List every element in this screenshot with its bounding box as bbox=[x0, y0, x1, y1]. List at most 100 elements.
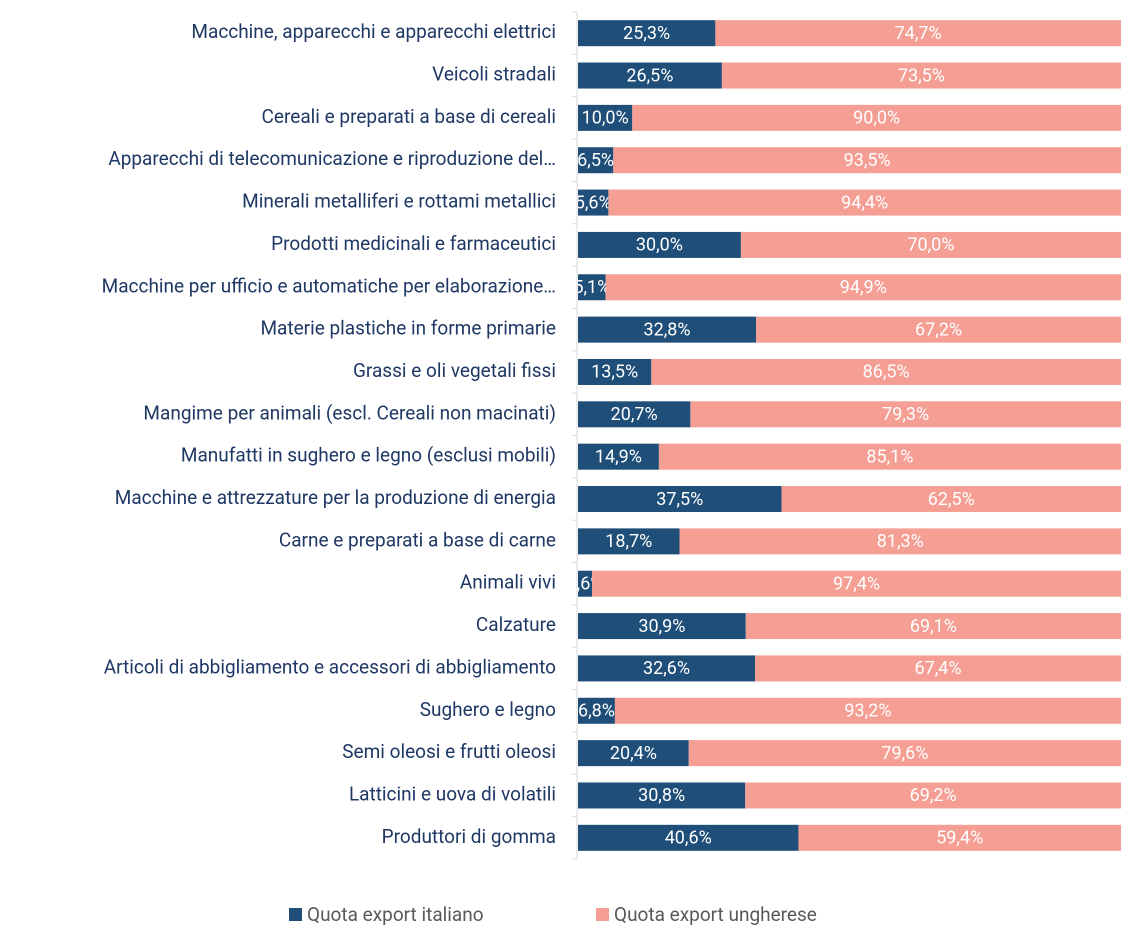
category-label: Apparecchi di telecomunicazione e riprod… bbox=[108, 147, 556, 170]
value-label: 6,5% bbox=[577, 150, 614, 171]
value-label: 32,6% bbox=[643, 658, 690, 679]
bar-segment bbox=[632, 104, 1121, 131]
bar-segment bbox=[578, 189, 609, 216]
value-label: 70,0% bbox=[907, 235, 954, 256]
bar-segment bbox=[798, 824, 1121, 851]
bar-segment bbox=[781, 486, 1121, 513]
bar-segment bbox=[756, 316, 1121, 343]
value-label: 40,6% bbox=[665, 828, 712, 849]
value-label: 37,5% bbox=[656, 489, 703, 510]
bar-segment bbox=[578, 528, 680, 555]
category-label: Materie plastiche in forme primarie bbox=[260, 317, 556, 340]
bar-segment bbox=[578, 401, 691, 428]
legend-swatch bbox=[596, 908, 609, 921]
bar-segment bbox=[614, 697, 1121, 724]
legend-swatch bbox=[289, 908, 302, 921]
value-label: 67,2% bbox=[915, 319, 962, 340]
bar-segment bbox=[578, 443, 659, 470]
category-label: Carne e preparati a base di carne bbox=[279, 528, 556, 551]
category-label: Minerali metalliferi e rottami metallici bbox=[242, 190, 556, 213]
value-label: 85,1% bbox=[866, 446, 913, 467]
bar-segment bbox=[755, 655, 1121, 682]
value-label: 97,4% bbox=[833, 573, 880, 594]
bar-segment bbox=[608, 189, 1121, 216]
bar-segment bbox=[688, 740, 1121, 767]
value-label: 73,5% bbox=[898, 65, 945, 86]
value-label: 30,0% bbox=[636, 235, 683, 256]
bar-segment bbox=[578, 570, 593, 597]
bar-segment bbox=[679, 528, 1121, 555]
category-label: Macchine per ufficio e automatiche per e… bbox=[102, 274, 556, 297]
category-label: Semi oleosi e frutti oleosi bbox=[342, 740, 556, 763]
value-label: 94,9% bbox=[840, 277, 887, 298]
value-label: 67,4% bbox=[914, 658, 961, 679]
bar-segment bbox=[740, 231, 1121, 258]
bar-segment bbox=[690, 401, 1121, 428]
category-label: Prodotti medicinali e farmaceutici bbox=[271, 232, 556, 255]
value-label: 20,4% bbox=[610, 743, 657, 764]
bar-segment bbox=[578, 274, 606, 301]
bar-segment bbox=[578, 231, 741, 258]
value-label: 30,9% bbox=[638, 616, 685, 637]
bar-segment bbox=[613, 147, 1121, 174]
bar-segment bbox=[658, 443, 1121, 470]
bar-segment bbox=[578, 20, 716, 47]
bar-segment bbox=[578, 486, 782, 513]
category-label: Produttori di gomma bbox=[382, 825, 556, 848]
legend-label: Quota export ungherese bbox=[614, 903, 817, 926]
bar-segment bbox=[592, 570, 1121, 597]
category-label: Mangime per animali (escl. Cereali non m… bbox=[143, 401, 556, 424]
value-label: 18,7% bbox=[605, 531, 652, 552]
value-label: 62,5% bbox=[928, 489, 975, 510]
bar-segment bbox=[578, 316, 757, 343]
bar-segment bbox=[578, 358, 652, 385]
bar-segment bbox=[578, 655, 756, 682]
category-label: Macchine e attrezzature per la produzion… bbox=[115, 486, 556, 509]
bar-segment bbox=[745, 613, 1121, 640]
category-label: Articoli di abbigliamento e accessori di… bbox=[104, 655, 556, 678]
value-label: 30,8% bbox=[638, 785, 685, 806]
value-label: 69,1% bbox=[910, 616, 957, 637]
category-label: Latticini e uova di volatili bbox=[349, 782, 556, 805]
value-label: 90,0% bbox=[853, 108, 900, 129]
value-label: 74,7% bbox=[895, 23, 942, 44]
bar-segment bbox=[605, 274, 1121, 301]
value-label: 20,7% bbox=[611, 404, 658, 425]
value-label: 26,5% bbox=[626, 65, 673, 86]
bar-segment bbox=[715, 20, 1121, 47]
bar-segment bbox=[721, 62, 1121, 89]
value-label: 93,2% bbox=[844, 701, 891, 722]
category-label: Sughero e legno bbox=[420, 698, 556, 721]
legend-label: Quota export italiano bbox=[307, 903, 484, 926]
bar-segment bbox=[745, 782, 1121, 809]
category-label: Manufatti in sughero e legno (esclusi mo… bbox=[181, 444, 556, 467]
bar-segment bbox=[578, 147, 614, 174]
value-label: 81,3% bbox=[877, 531, 924, 552]
value-label: 13,5% bbox=[591, 362, 638, 383]
category-label: Calzature bbox=[476, 613, 556, 636]
value-label: 69,2% bbox=[910, 785, 957, 806]
category-label: Veicoli stradali bbox=[432, 63, 556, 86]
bar-segment bbox=[578, 613, 746, 640]
plot-area: 25,3% 74,7% 26,5% 73,5% 10,0% 90,0% 6,5% 93,5% 5… bbox=[573, 20, 1121, 851]
value-label: 59,4% bbox=[936, 828, 983, 849]
category-label: Macchine, apparecchi e apparecchi elettr… bbox=[191, 20, 556, 43]
value-label: 10,0% bbox=[582, 108, 629, 129]
value-label: 93,5% bbox=[844, 150, 891, 171]
bar-segment bbox=[578, 62, 722, 89]
bar-segment bbox=[578, 104, 633, 131]
value-label: 94,4% bbox=[841, 192, 888, 213]
category-label: Cereali e preparati a base di cereali bbox=[262, 105, 556, 128]
value-label: 5,6% bbox=[575, 192, 612, 213]
value-label: 79,6% bbox=[881, 743, 928, 764]
value-label: 25,3% bbox=[623, 23, 670, 44]
value-label: 86,5% bbox=[863, 362, 910, 383]
value-label: 5,1% bbox=[573, 277, 610, 298]
bar-segment bbox=[578, 740, 689, 767]
value-label: 32,8% bbox=[644, 319, 691, 340]
value-label: 14,9% bbox=[595, 446, 642, 467]
value-label: 79,3% bbox=[882, 404, 929, 425]
value-label: 6,8% bbox=[578, 701, 615, 722]
